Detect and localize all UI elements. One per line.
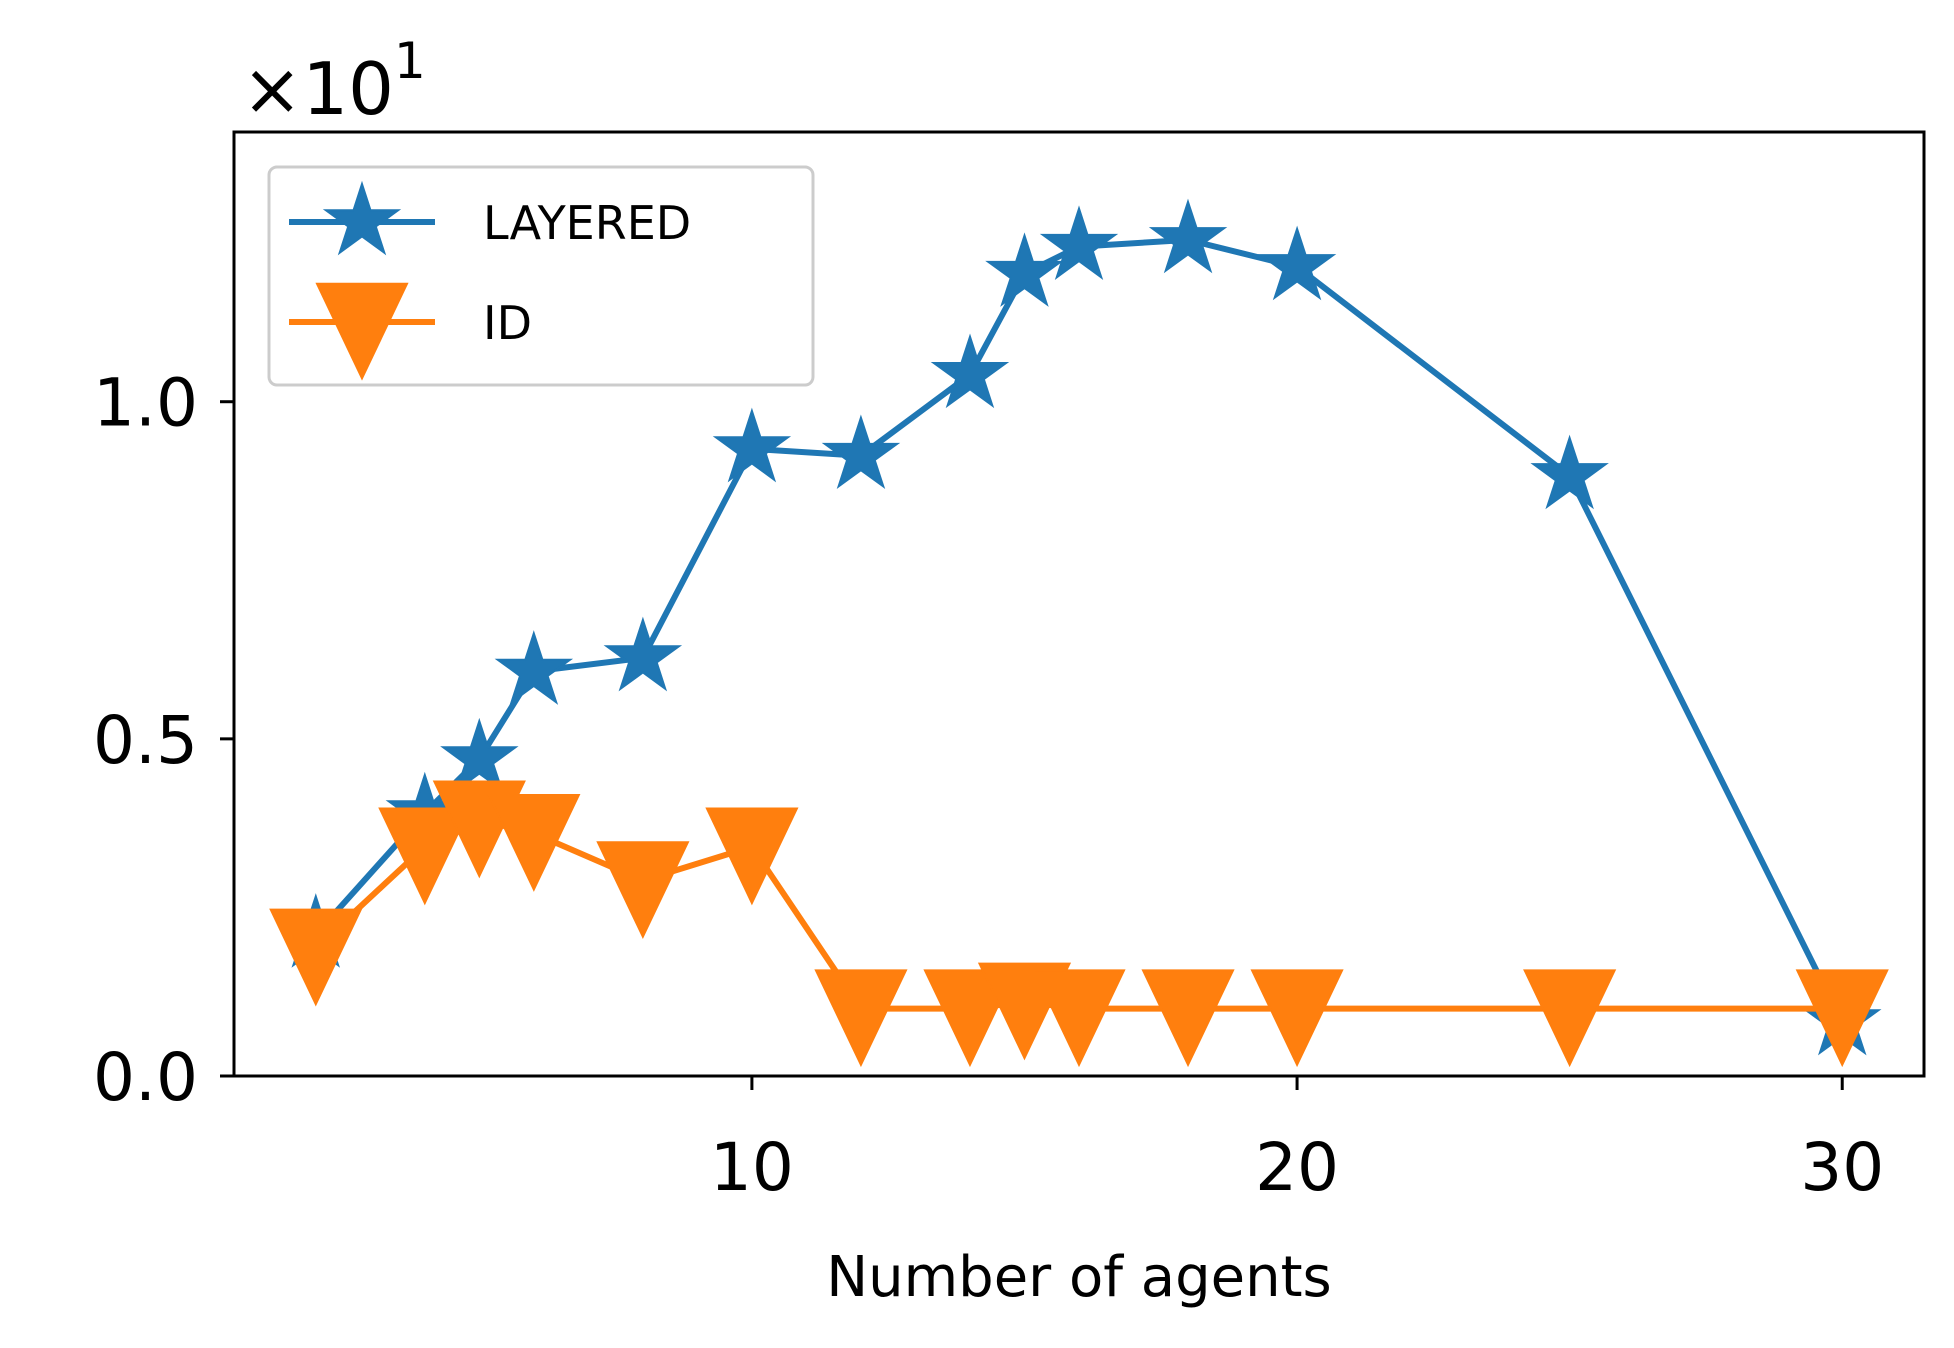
data-point-layered [1257,225,1337,301]
y-axis-multiplier: ×101 [242,32,426,131]
data-point-layered [440,717,519,793]
legend-marker [315,282,409,381]
x-tick-label: 20 [1255,1129,1339,1206]
plot-frame [232,130,1926,1078]
legend-entry-id: ID [289,282,532,381]
x-axis-ticks: 10 20 30 [710,1076,1884,1206]
data-point-id [596,841,690,940]
data-point-layered [930,333,1010,409]
data-point-layered [1039,205,1119,281]
data-point-id [1523,969,1617,1068]
data-point-id [1795,969,1889,1068]
legend-label: ID [483,296,532,350]
axes-layer [232,130,1926,1078]
data-point-layered [494,630,574,705]
data-point-id [814,969,908,1068]
data-point-id [923,969,1017,1068]
y-tick-label: 0.0 [93,1039,198,1116]
y-axis-ticks: 0.0 0.5 1.0 [93,365,234,1116]
series-id [269,780,1889,1068]
data-point-layered [1530,434,1609,510]
data-point-id [1141,969,1235,1068]
legend-label: LAYERED [483,196,691,250]
y-tick-label: 1.0 [93,365,198,442]
data-point-layered [712,407,792,483]
data-point-id [1250,969,1344,1068]
series-layer [269,198,1889,1068]
data-point-id [269,908,363,1007]
x-tick-label: 30 [1800,1129,1884,1206]
data-point-id [378,807,472,906]
legend-entry-layered: LAYERED [289,180,691,256]
multiplier-base: ×10 [242,47,394,131]
data-point-layered [603,616,683,692]
legend-marker [322,180,402,256]
y-tick-label: 0.5 [93,702,198,779]
legend: LAYERED ID [267,165,815,387]
data-point-layered [985,232,1064,307]
x-tick-label: 10 [710,1129,794,1206]
x-axis-label: Number of agents [826,1245,1331,1310]
multiplier-exponent: 1 [394,32,426,90]
data-point-id [1032,969,1126,1068]
data-point-layered [821,414,901,490]
data-point-id [487,794,581,892]
data-point-layered [1148,198,1228,274]
data-point-id [705,807,799,906]
